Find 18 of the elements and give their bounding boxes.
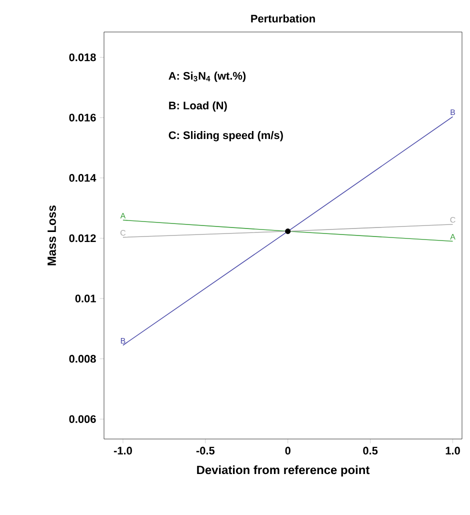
x-tick-label: 0.5 xyxy=(363,446,378,455)
y-tick-label: 0.008 xyxy=(69,354,96,363)
y-axis-title: Mass Loss xyxy=(48,205,56,266)
annotation: A: Si$_{3}$N$_{4}$ (wt.%) xyxy=(168,72,246,82)
annotation: C: Sliding speed (m/s) xyxy=(168,131,283,142)
chart-title: Perturbation xyxy=(251,14,315,22)
x-tick-label: 1.0 xyxy=(446,446,460,455)
y-tick-label: 0.016 xyxy=(69,114,96,122)
annotation: B: Load (N) xyxy=(169,101,227,112)
y-tick-label: 0.014 xyxy=(69,174,96,182)
y-tick-label: 0.018 xyxy=(69,53,96,62)
y-tick-label: 0.006 xyxy=(69,415,96,423)
x-tick-label: -0.5 xyxy=(196,446,215,455)
x-tick-label: 0 xyxy=(285,446,290,455)
x-axis-title: Deviation from reference point xyxy=(197,465,370,477)
y-tick-label: 0.012 xyxy=(69,234,96,242)
x-tick-label: -1.0 xyxy=(114,446,132,455)
y-tick-label: 0.01 xyxy=(75,294,96,302)
